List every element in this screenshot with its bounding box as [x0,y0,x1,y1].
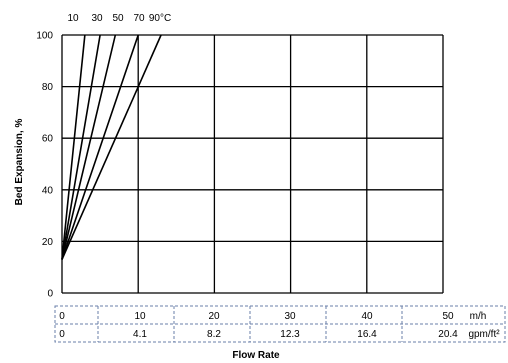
series-labels: 10 30 50 70 90°C [67,13,171,24]
series-lines [61,34,162,260]
x-tick-metric: 0 [59,311,65,322]
y-tick-label: 0 [47,289,53,300]
x-unit-imperial: gpm/ft² [468,329,500,340]
x-tick-metric: 50 [442,311,454,322]
x-unit-metric: m/h [470,311,487,322]
x-table-border [54,305,506,343]
y-tick-label: 20 [42,237,54,248]
x-tick-metric: 10 [134,311,146,322]
series-label-50: 50 [112,13,124,24]
x-tick-imperial: 0 [59,329,65,340]
x-tick-imperial: 4.1 [133,329,147,340]
x-axis-label: Flow Rate [232,350,280,361]
y-tick-label: 40 [42,185,54,196]
x-tick-imperial: 12.3 [280,329,300,340]
series-label-10: 10 [67,13,79,24]
series-line-10 [61,34,86,260]
x-tick-metric: 30 [284,311,296,322]
series-line-70 [61,34,139,260]
y-tick-label: 100 [36,31,53,42]
series-label-90: 90°C [149,13,171,24]
series-line-90 [61,34,162,260]
grid [61,34,444,294]
x-tick-metric: 20 [208,311,220,322]
x-axis-table: 0 10 20 30 40 50 0 4.1 8.2 12.3 16.4 20.4 m/h gpm/ft² [54,305,506,343]
series-label-70: 70 [133,13,145,24]
x-tick-metric: 40 [361,311,373,322]
y-tick-label: 60 [42,134,54,145]
y-tick-label: 80 [42,82,54,93]
x-tick-imperial: 16.4 [357,329,377,340]
x-tick-imperial: 20.4 [438,329,458,340]
y-tick-labels: 0 20 40 60 80 100 [36,31,53,300]
series-label-30: 30 [91,13,103,24]
x-tick-imperial: 8.2 [207,329,221,340]
series-line-30 [61,34,101,260]
y-axis-label: Bed Expansion, % [14,119,25,206]
series-line-50 [61,34,117,260]
